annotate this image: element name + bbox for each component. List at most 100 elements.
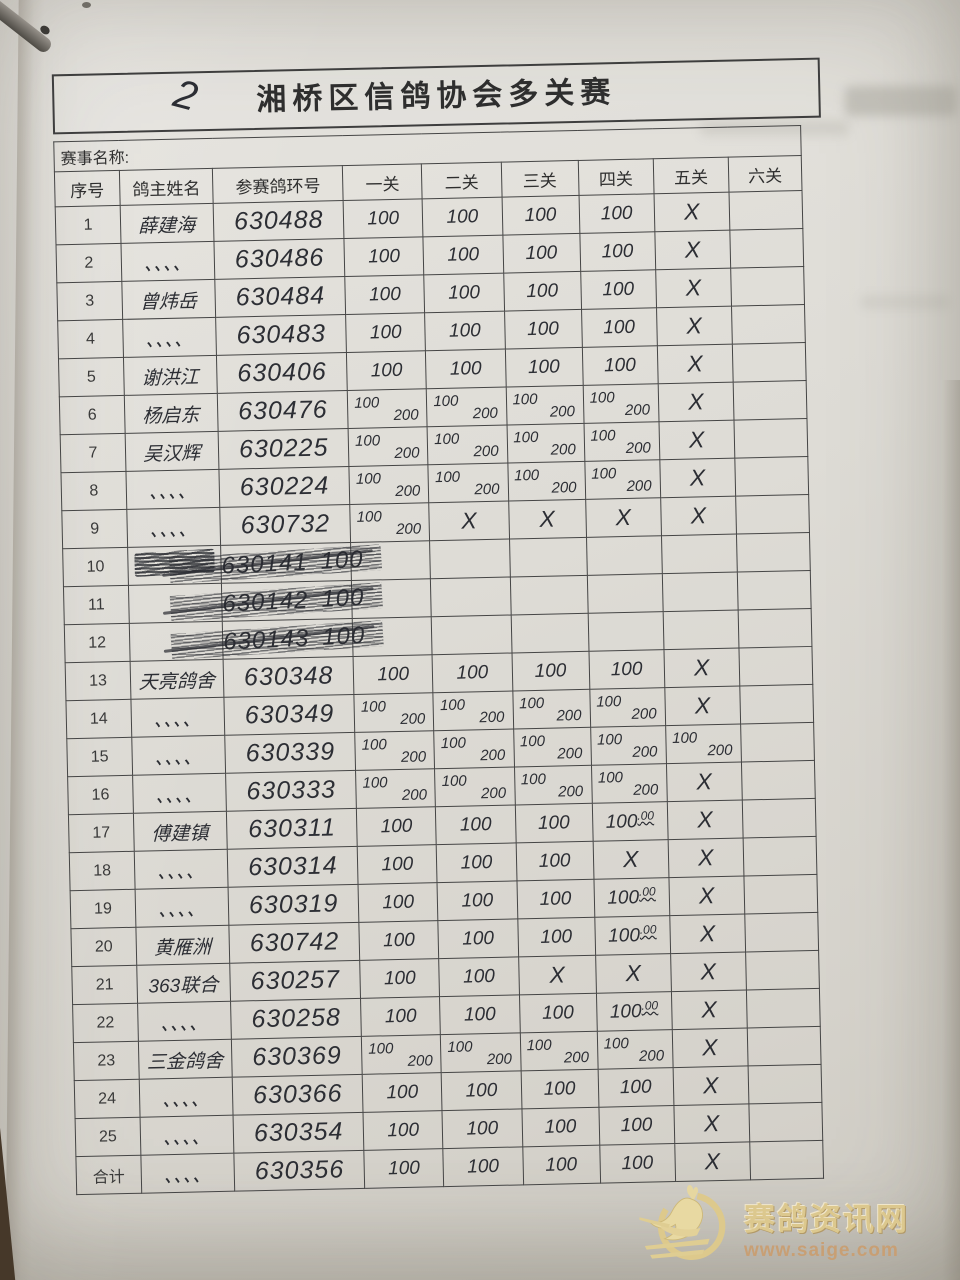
owner-name-cell: 谢洪江 — [123, 355, 218, 396]
row-number: 3 — [56, 281, 123, 321]
pass-score-cell: 100 — [438, 918, 519, 959]
col-header-pass3: 三关 — [500, 160, 579, 198]
owner-name-cell: 、、、、 — [140, 1115, 234, 1156]
pass-score-cell: X — [671, 989, 748, 1030]
row-number: 10 — [62, 547, 129, 587]
pass-score-cell: 100 — [514, 803, 593, 843]
pass-score-cell — [731, 304, 806, 345]
pass-score-cell — [431, 615, 512, 655]
owner-name-cell: 、、、、 — [137, 1001, 232, 1042]
pass-score-cell: 100 200 — [506, 423, 585, 464]
owner-name-cell: 、、、、 — [126, 469, 220, 510]
pass-score-cell: X — [658, 420, 735, 460]
owner-name-cell: 、、、、 — [131, 735, 226, 776]
owner-name-cell: 、、、、 — [140, 1153, 235, 1194]
pass-score-cell — [430, 577, 511, 617]
owner-name-cell: 、、、、 — [126, 507, 221, 548]
pigeon-logo-icon — [639, 1184, 726, 1260]
pass-score-cell: X — [667, 837, 744, 878]
pass-score-cell — [734, 456, 809, 497]
pass-score-cell: 100 — [515, 841, 594, 881]
pass-score-cell: X — [585, 497, 662, 538]
ring-number-cell: 630406 — [216, 352, 348, 394]
row-number: 20 — [70, 927, 137, 967]
pass-score-cell: X — [518, 955, 597, 995]
pass-score-cell: X — [660, 496, 737, 536]
row-number: 14 — [65, 699, 132, 739]
pass-score-cell: 100 200 — [589, 687, 666, 728]
pass-score-cell: 100 — [358, 882, 439, 923]
pass-score-cents: .00 — [641, 998, 659, 1014]
pass-score-cell: 100 — [517, 917, 596, 957]
row-number: 17 — [68, 813, 135, 853]
row-number: 2 — [56, 243, 122, 283]
pass-score-cell: 100 — [353, 654, 434, 695]
pass-score-cell: 100 — [521, 1107, 600, 1147]
pass-score-cell — [748, 1102, 823, 1142]
owner-name-cell: 黄雁洲 — [136, 925, 230, 966]
pass-score-cell: 100 — [516, 879, 595, 919]
pass-score-cell: 100 — [502, 233, 581, 274]
pass-score-cell: 100 200 — [349, 502, 430, 543]
pass-score-cell: X — [508, 499, 587, 540]
ring-number-cell: 630349 — [224, 694, 355, 736]
row-number: 16 — [67, 775, 134, 815]
pass-score-cell: 100 — [439, 994, 520, 1035]
pass-score-cell: 100 — [581, 307, 658, 348]
pass-score-cell: 100 — [581, 345, 658, 386]
pass-score-cell: 100 — [439, 956, 519, 997]
pass-score-cell — [735, 494, 810, 535]
struck-ring-number: 630143 100 — [222, 621, 367, 656]
pass-score-cell: 100 200 — [349, 464, 430, 505]
pass-score-cell — [744, 912, 819, 952]
pass-score-cell — [736, 532, 811, 573]
pass-score-cell — [732, 342, 807, 383]
pass-score-cell — [739, 684, 814, 725]
ring-number-cell: 630257 — [230, 960, 361, 1002]
pass-score-cell: X — [657, 382, 734, 422]
pass-score-cell: 100 200 — [513, 727, 592, 767]
pass-score-cell — [738, 646, 813, 687]
pass-score-cell: 100 — [504, 309, 582, 350]
pass-score-cell: 100 — [343, 198, 424, 239]
pass-score-cell: 100.00 — [591, 801, 668, 842]
pass-score-cell — [732, 380, 807, 421]
pass-score-cell: 100 — [442, 1108, 523, 1149]
pass-score-cell: 100 — [504, 347, 583, 388]
pass-score-cell: 100 200 — [354, 692, 435, 733]
owner-name-cell: 、、、、 — [139, 1077, 234, 1118]
row-number: 13 — [65, 661, 131, 701]
pass-score-cell: 100.00 — [593, 877, 670, 918]
ring-number-cell: 630486 — [214, 238, 345, 280]
pass-score-cell: 100 — [359, 920, 440, 961]
pass-score-cell — [737, 570, 812, 611]
pass-score-cell — [510, 613, 589, 654]
paper-right-edge — [942, 380, 960, 1280]
pass-score-cell: 100 200 — [582, 383, 659, 424]
owner-name-cell: 、、、、 — [131, 697, 225, 738]
pass-score-cell: 100 200 — [583, 421, 660, 462]
pass-score-cell: X — [663, 648, 740, 688]
pass-score-cell — [742, 836, 817, 876]
row-number: 24 — [74, 1079, 140, 1119]
owner-name-cell: 杨启东 — [124, 393, 219, 434]
pass-score-cell: 100 — [436, 842, 517, 883]
pass-score-cell: 100 — [364, 1148, 444, 1189]
pass-score-cell: X — [671, 1027, 748, 1068]
col-header-index: 序号 — [54, 170, 121, 207]
owner-name-cell: 天亮鸽舍 — [130, 659, 225, 700]
pass-score-cell: 100 — [345, 312, 426, 353]
saige-watermark: 赛鸽资讯网 www.saige.com — [634, 1182, 954, 1274]
pass-score-cell: 100 — [520, 1069, 599, 1109]
owner-name-cell: 、、、、 — [134, 849, 229, 890]
row-number: 8 — [60, 471, 127, 511]
pass-score-cell: X — [653, 192, 730, 232]
pass-score-cell: X — [654, 230, 731, 270]
struck-ring-number: 630141 100 — [221, 545, 365, 580]
pass-score-cell: 100 — [424, 273, 505, 313]
pass-score-cell — [747, 1064, 822, 1104]
pass-score-cell — [429, 539, 510, 579]
pass-score-cell: 100 — [579, 231, 656, 272]
